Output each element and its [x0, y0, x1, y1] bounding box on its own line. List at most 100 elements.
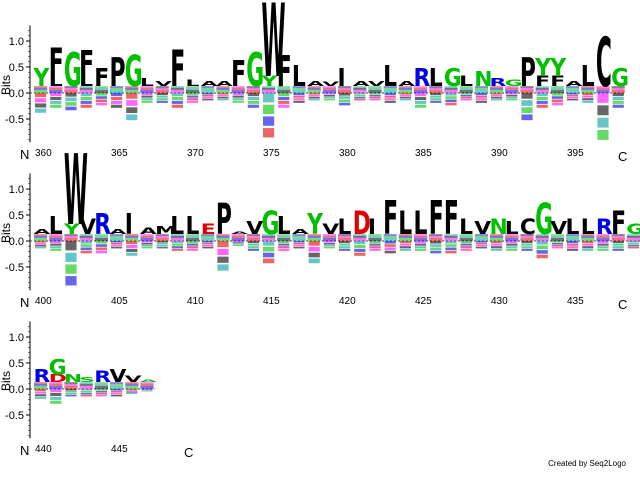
negative-letter	[50, 243, 62, 246]
negative-letter	[491, 98, 503, 101]
negative-letter	[171, 246, 183, 249]
credit-text: Created by Seq2Logo	[548, 459, 626, 468]
noise-band	[79, 87, 93, 90]
logo-letter: F	[231, 54, 246, 96]
negative-letter	[187, 100, 199, 103]
negative-letter	[293, 242, 305, 245]
negative-letter	[399, 94, 411, 97]
noise-band	[216, 237, 230, 241]
negative-letter	[597, 130, 609, 140]
noise-band	[292, 235, 306, 238]
negative-letter	[65, 392, 77, 395]
negative-letter	[141, 242, 153, 245]
logo-letter: A	[231, 231, 249, 235]
logo-letter: Y	[33, 63, 51, 93]
noise-band	[34, 382, 48, 384]
negative-letter	[460, 94, 472, 97]
negative-letter	[308, 93, 320, 95]
negative-letter	[263, 246, 275, 252]
negative-letter	[536, 104, 548, 108]
logo-letter: L	[398, 205, 412, 242]
negative-letter	[247, 241, 259, 244]
negative-letter	[323, 94, 335, 97]
negative-letter	[491, 93, 503, 95]
noise-band	[262, 235, 276, 238]
y-tick-label: 0.0	[9, 384, 24, 396]
noise-band	[140, 89, 154, 93]
negative-letter	[475, 95, 487, 98]
negative-letter	[475, 242, 487, 245]
logo-letter: V	[322, 81, 340, 88]
negative-letter	[278, 248, 290, 251]
logo-letter: F	[550, 74, 565, 90]
negative-letter	[35, 103, 47, 108]
negative-letter	[156, 242, 168, 245]
noise-band	[338, 86, 352, 88]
logo-letter: V	[246, 217, 263, 239]
noise-band	[170, 235, 184, 238]
noise-band	[505, 87, 519, 90]
logo-letter: P	[520, 49, 536, 96]
negative-letter	[65, 102, 77, 106]
logo-letter: L	[429, 63, 443, 93]
noise-band	[398, 234, 412, 236]
negative-letter	[460, 96, 472, 99]
y-tick-label: -0.5	[5, 262, 24, 274]
negative-letter	[399, 246, 411, 249]
noise-band	[626, 237, 640, 241]
logo-letter: G	[611, 63, 629, 93]
noise-band	[566, 86, 580, 88]
negative-letter	[80, 93, 92, 97]
noise-band	[596, 87, 610, 90]
negative-letter	[460, 93, 472, 95]
negative-letter	[339, 241, 351, 244]
noise-band	[398, 87, 412, 90]
negative-letter	[536, 100, 548, 104]
negative-letter	[217, 248, 229, 256]
negative-letter	[430, 241, 442, 244]
negative-letter	[354, 241, 366, 245]
noise-band	[474, 234, 488, 236]
noise-band	[277, 235, 291, 238]
n-terminal-label: N	[20, 443, 29, 458]
negative-letter	[536, 96, 548, 101]
negative-letter	[80, 247, 92, 251]
negative-letter	[263, 252, 275, 258]
negative-letter	[35, 242, 47, 245]
noise-band	[322, 234, 336, 236]
noise-band	[277, 87, 291, 90]
logo-letter: A	[216, 80, 233, 88]
noise-band	[626, 235, 640, 238]
negative-letter	[339, 99, 351, 103]
negative-letter	[460, 246, 472, 249]
negative-letter	[202, 241, 214, 243]
negative-letter	[521, 93, 533, 99]
negative-letter	[369, 243, 381, 246]
negative-letter	[582, 243, 594, 246]
logo-letter: A	[292, 228, 309, 236]
position-label: 405	[111, 296, 128, 307]
negative-letter	[202, 94, 214, 97]
noise-band	[64, 385, 78, 389]
position-label: 380	[339, 148, 356, 159]
negative-letter	[491, 241, 503, 244]
negative-letter	[567, 246, 579, 249]
negative-letter	[141, 100, 153, 103]
negative-letter	[95, 93, 107, 96]
negative-letter	[141, 98, 153, 101]
noise-band	[64, 235, 78, 238]
noise-band	[155, 86, 169, 88]
logo-letter: N	[64, 373, 82, 385]
noise-band	[474, 89, 488, 93]
negative-letter	[35, 98, 47, 103]
negative-letter	[582, 100, 594, 103]
noise-band	[459, 237, 473, 241]
noise-band	[34, 237, 48, 241]
noise-band	[505, 237, 519, 241]
negative-letter	[323, 241, 335, 243]
negative-letter	[232, 98, 244, 101]
noise-band	[94, 234, 108, 236]
negative-letter	[612, 96, 624, 101]
noise-band	[490, 237, 504, 241]
negative-letter	[323, 96, 335, 99]
